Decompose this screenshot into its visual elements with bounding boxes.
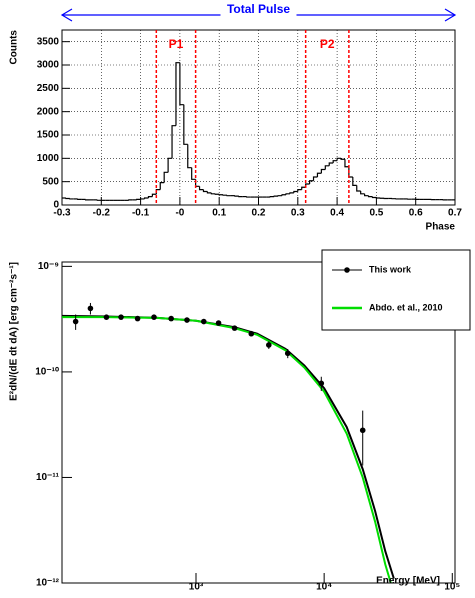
x-axis-title: Phase: [426, 222, 456, 233]
x-tick-label: 0.1: [212, 208, 226, 219]
histogram-bin: [160, 183, 164, 190]
histogram-bin: [168, 158, 172, 172]
legend-box: [322, 250, 470, 330]
y-tick-label: 2500: [37, 83, 60, 94]
y-tick-label: 10⁻¹²: [36, 578, 60, 589]
histogram-bin: [357, 185, 361, 191]
legend-label: Abdo. et al., 2010: [369, 302, 443, 312]
y-tick-label: 3500: [37, 36, 60, 47]
x-tick-label: -0: [175, 208, 184, 219]
y-tick-label: 1000: [37, 153, 60, 164]
legend-label: This work: [369, 264, 412, 274]
histogram-bin: [145, 198, 149, 199]
histogram-bin: [172, 126, 176, 159]
y-axis-title: Counts: [9, 30, 20, 65]
y-tick-label: 2000: [37, 106, 60, 117]
legend-marker: [344, 267, 350, 273]
y-tick-label: 1500: [37, 130, 60, 141]
y-axis-title: E²dN/(dE dt dA) [erg cm⁻²s⁻¹]: [9, 262, 20, 401]
x-tick-label: 0.2: [252, 208, 266, 219]
histogram-bin: [211, 193, 215, 194]
x-tick-label: 0.6: [409, 208, 423, 219]
y-tick-label: 10⁻¹¹: [36, 472, 60, 483]
data-point: [135, 316, 141, 322]
data-point: [232, 325, 238, 331]
x-tick-label: 0.3: [291, 208, 305, 219]
histogram-bin: [282, 195, 286, 196]
x-axis-title: Energy [MeV]: [376, 576, 440, 587]
data-point: [285, 351, 291, 357]
data-point: [151, 314, 157, 320]
histogram-bin: [184, 105, 188, 145]
data-point: [318, 381, 324, 387]
histogram-bin: [321, 170, 325, 174]
histogram-bin: [314, 177, 318, 181]
histogram-bin: [317, 173, 321, 177]
x-tick-label: 10⁴: [316, 582, 332, 593]
histogram-bin: [365, 194, 369, 196]
x-tick-label: 10⁵: [444, 582, 460, 593]
histogram-bin: [180, 63, 184, 105]
x-tick-label: -0.2: [93, 208, 111, 219]
histogram-bin: [207, 191, 211, 192]
x-tick-label: 0.7: [448, 208, 462, 219]
x-tick-label: 10³: [189, 582, 204, 593]
histogram-bin: [310, 181, 314, 184]
y-tick-label: 500: [42, 176, 59, 187]
data-point: [73, 319, 79, 325]
histogram-bin: [298, 190, 302, 192]
y-tick-label: 3000: [37, 60, 60, 71]
histogram-bin: [164, 172, 168, 182]
histogram-bin: [325, 166, 329, 170]
histogram-bin: [188, 144, 192, 167]
y-tick-label: 0: [53, 200, 59, 211]
data-point: [88, 306, 94, 312]
y-tick-label: 10⁻¹⁰: [35, 367, 59, 378]
region-label: P1: [169, 37, 184, 51]
model-curve: [62, 317, 394, 593]
histogram-bin: [372, 197, 376, 198]
data-point: [184, 317, 190, 323]
data-point: [104, 314, 110, 320]
data-point: [248, 331, 254, 337]
data-point: [168, 316, 174, 322]
histogram-bin: [361, 191, 365, 194]
histogram-bin: [200, 186, 204, 189]
histogram-bin: [148, 197, 152, 198]
x-tick-label: 0.5: [369, 208, 383, 219]
header: Total Pulse: [227, 2, 290, 16]
data-point: [360, 427, 366, 433]
histogram-bin: [353, 177, 357, 185]
histogram-bin: [290, 193, 294, 194]
data-point: [201, 319, 207, 325]
region-label: P2: [320, 37, 335, 51]
plot-area: [62, 303, 394, 593]
data-point: [216, 320, 222, 326]
model-curve: [62, 316, 394, 579]
histogram-bin: [294, 191, 298, 192]
data-point: [118, 314, 124, 320]
histogram-bin: [333, 161, 337, 163]
y-tick-label: 10⁻⁹: [38, 261, 59, 272]
x-tick-label: -0.1: [132, 208, 150, 219]
histogram-bin: [369, 196, 373, 197]
histogram-bin: [329, 163, 333, 166]
histogram-bin: [203, 190, 207, 192]
data-point: [266, 342, 272, 348]
x-tick-label: 0.4: [330, 208, 344, 219]
histogram-bin: [286, 194, 290, 195]
